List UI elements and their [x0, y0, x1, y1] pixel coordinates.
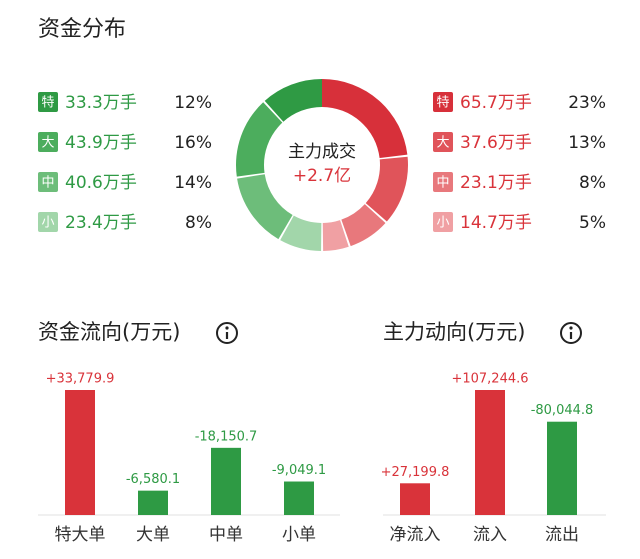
donut-center-value: +2.7亿 [293, 166, 351, 186]
legend-tag-box [38, 92, 58, 112]
bar-value-label: -6,580.1 [126, 472, 180, 487]
legend-tag-box [433, 172, 453, 192]
bar [547, 421, 577, 515]
legend-percent: 12% [174, 93, 212, 113]
legend-percent: 8% [185, 213, 212, 233]
bar-value-label: -18,150.7 [195, 429, 258, 444]
info-icon[interactable] [560, 322, 582, 344]
legend-tag-box [38, 212, 58, 232]
category-label: 大单 [136, 525, 170, 545]
legend-amount: 40.6万手 [65, 173, 137, 193]
category-label: 净流入 [390, 525, 441, 545]
section-title: 资金分布 [38, 17, 126, 42]
legend-amount: 65.7万手 [460, 93, 532, 113]
legend-tag-box [38, 132, 58, 152]
section-title: 主力动向(万元) [383, 320, 525, 344]
bar-value-label: +107,244.6 [451, 372, 528, 387]
legend-amount: 43.9万手 [65, 133, 137, 153]
legend-tag: 小 [41, 216, 54, 231]
bar [65, 390, 95, 515]
category-label: 流出 [545, 525, 579, 545]
legend-amount: 14.7万手 [460, 213, 532, 233]
legend-tag-box [433, 92, 453, 112]
legend-percent: 23% [568, 93, 606, 113]
legend-amount: 23.4万手 [65, 213, 137, 233]
bar-value-label: +27,199.8 [381, 465, 450, 480]
legend-percent: 16% [174, 133, 212, 153]
donut-center-label: 主力成交 [288, 142, 356, 162]
legend-percent: 14% [174, 173, 212, 193]
legend-tag: 中 [41, 176, 54, 191]
category-label: 小单 [282, 525, 316, 545]
legend-tag: 特 [41, 96, 54, 111]
legend-percent: 5% [579, 213, 606, 233]
bar [400, 483, 430, 515]
legend-amount: 37.6万手 [460, 133, 532, 153]
legend-tag-box [433, 212, 453, 232]
category-label: 特大单 [55, 525, 106, 545]
bar-value-label: -9,049.1 [272, 463, 326, 478]
bar [211, 447, 241, 515]
legend-tag-box [433, 132, 453, 152]
legend-tag: 大 [41, 136, 54, 151]
legend-percent: 8% [579, 173, 606, 193]
donut-segment [237, 174, 293, 240]
legend-tag-box [38, 172, 58, 192]
category-label: 流入 [473, 525, 507, 545]
bar-value-label: +33,779.9 [46, 372, 115, 387]
info-icon[interactable] [216, 322, 238, 344]
legend-tag: 中 [436, 176, 449, 191]
section-title: 资金流向(万元) [38, 320, 180, 344]
donut-segment [322, 220, 349, 251]
bar [475, 390, 505, 515]
donut-segment [322, 79, 408, 159]
bar [284, 481, 314, 515]
category-label: 中单 [209, 525, 243, 545]
legend-tag: 大 [436, 136, 449, 151]
donut-segment [365, 156, 408, 222]
legend-tag: 小 [436, 216, 449, 231]
donut-segment [264, 79, 322, 122]
donut-segment [280, 215, 322, 251]
donut-segment [236, 102, 283, 177]
legend-amount: 23.1万手 [460, 173, 532, 193]
bar [138, 490, 168, 515]
legend-amount: 33.3万手 [65, 93, 137, 113]
bar-value-label: -80,044.8 [531, 403, 594, 418]
legend-percent: 13% [568, 133, 606, 153]
legend-tag: 特 [436, 96, 449, 111]
donut-segment [341, 204, 386, 247]
